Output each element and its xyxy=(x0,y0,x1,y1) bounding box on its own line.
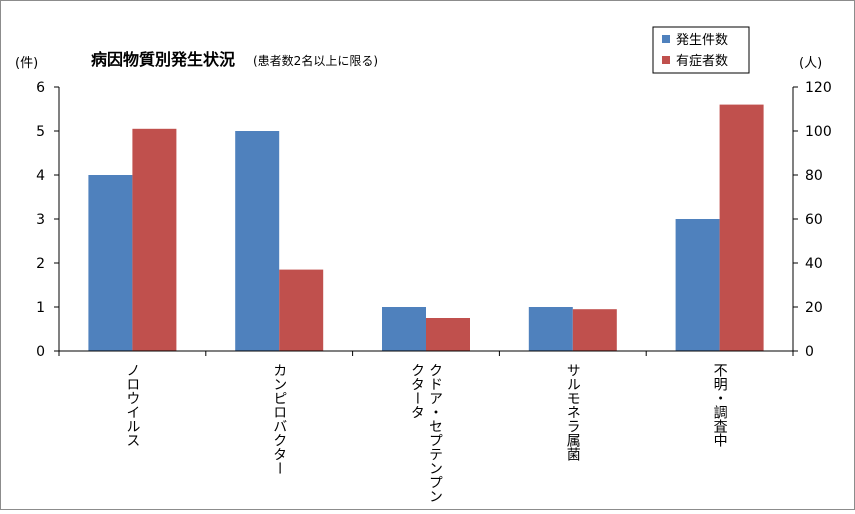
legend: 発生件数 有症者数 xyxy=(652,26,750,74)
bar-patients-0 xyxy=(132,128,177,351)
category-label-4: 不明・調査中 xyxy=(712,363,728,447)
bar-patients-4 xyxy=(719,104,764,351)
legend-box xyxy=(652,26,750,74)
legend-label-cases: 発生件数 xyxy=(676,33,728,48)
right-axis-unit: (人) xyxy=(799,56,822,71)
category-label-1: カンピロバクター xyxy=(271,363,287,475)
legend-swatch-patients xyxy=(662,56,670,64)
left-tick-label-4: 4 xyxy=(36,168,45,184)
right-tick-label-4: 80 xyxy=(805,168,823,184)
bar-cases-3 xyxy=(528,307,573,351)
bar-patients-1 xyxy=(279,269,324,351)
legend-swatch-cases xyxy=(662,35,670,43)
category-label-2-line-1: クタータ xyxy=(409,363,425,419)
right-tick-label-5: 100 xyxy=(805,124,832,140)
bar-cases-4 xyxy=(675,219,720,351)
bar-patients-3 xyxy=(572,309,617,351)
right-tick-label-3: 60 xyxy=(805,212,823,228)
left-tick-label-6: 6 xyxy=(36,80,45,96)
category-label-0: ノロウイルス xyxy=(124,363,140,447)
bar-cases-0 xyxy=(88,175,133,351)
bar-cases-2 xyxy=(382,307,426,351)
left-tick-label-2: 2 xyxy=(36,256,45,272)
left-tick-label-5: 5 xyxy=(36,124,45,140)
left-tick-label-0: 0 xyxy=(36,344,45,360)
right-tick-label-1: 20 xyxy=(805,300,823,316)
right-tick-label-2: 40 xyxy=(805,256,823,272)
category-label-2-line-0: クドア・セプテンプン xyxy=(427,363,443,503)
left-tick-label-3: 3 xyxy=(36,212,45,228)
bar-cases-1 xyxy=(235,131,280,351)
right-tick-label-6: 120 xyxy=(805,80,832,96)
chart-subtitle: (患者数2名以上に限る) xyxy=(253,53,378,68)
category-label-3: サルモネラ属菌 xyxy=(565,363,581,461)
right-tick-label-0: 0 xyxy=(805,344,814,360)
chart-title: 病因物質別発生状況 xyxy=(91,50,235,69)
legend-label-patients: 有症者数 xyxy=(676,54,728,69)
bar-patients-2 xyxy=(426,318,470,351)
left-tick-label-1: 1 xyxy=(36,300,45,316)
left-axis-unit: (件) xyxy=(15,56,38,71)
